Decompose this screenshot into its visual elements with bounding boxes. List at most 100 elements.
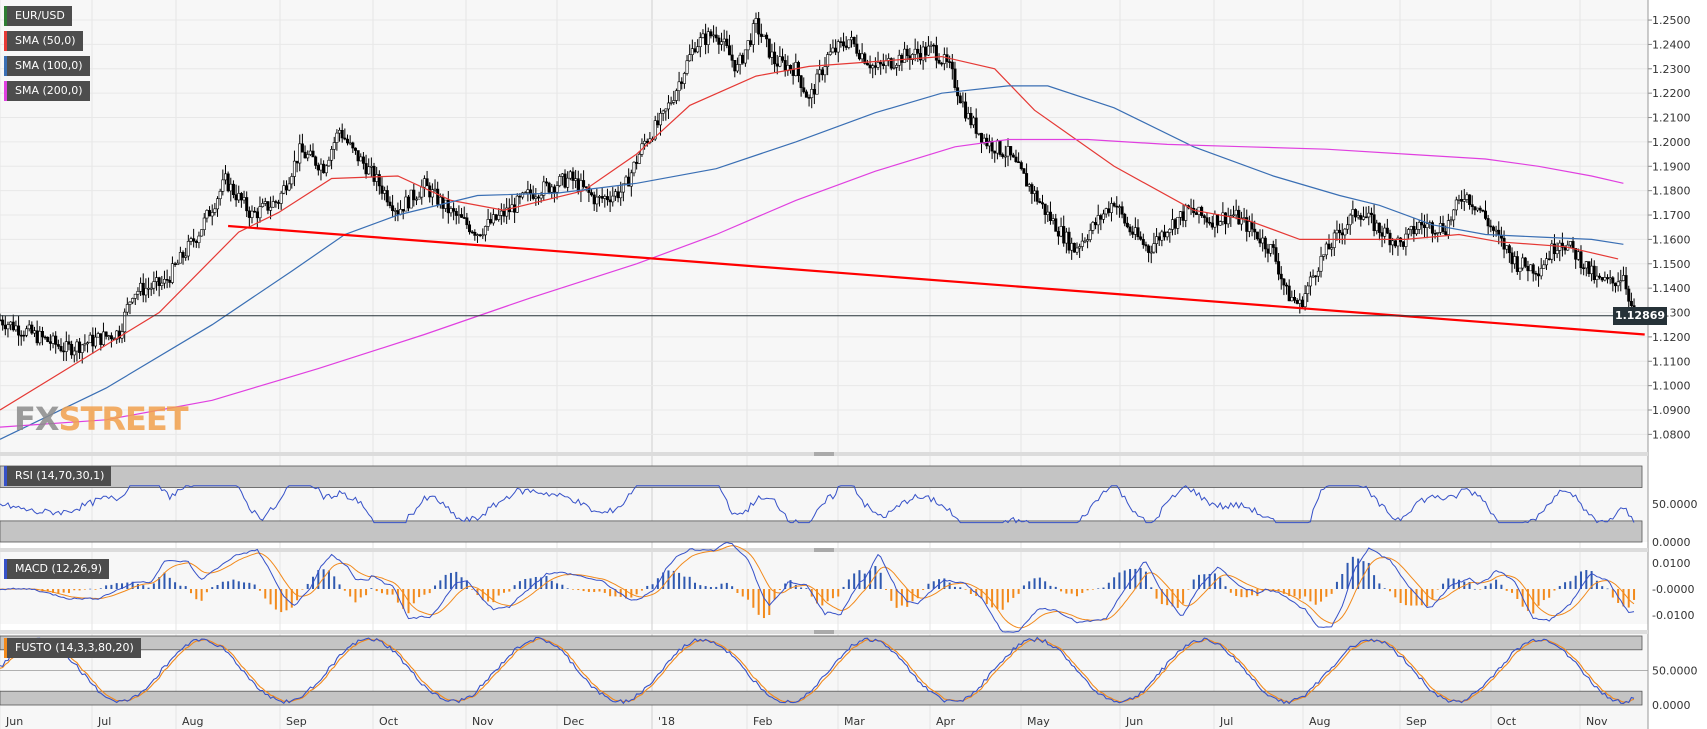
macd-histogram-bar [1134, 568, 1137, 589]
macd-histogram-bar [402, 589, 405, 609]
candle-body [812, 89, 816, 95]
candle-body [595, 196, 599, 205]
macd-histogram-bar [518, 581, 521, 589]
legend-sma200[interactable]: SMA (200,0) [4, 81, 90, 101]
candle-body [271, 201, 275, 208]
macd-histogram-bar [1601, 586, 1604, 589]
macd-histogram-bar [1065, 589, 1068, 594]
legend-symbol[interactable]: EUR/USD [4, 6, 72, 26]
candle-body [1123, 213, 1127, 224]
macd-histogram-bar [768, 589, 771, 616]
legend-sma50-swatch [4, 31, 7, 51]
macd-histogram-bar [1431, 589, 1434, 600]
rsi-pane-label[interactable]: RSI (14,70,30,1) [4, 466, 112, 486]
candle-body [107, 335, 111, 337]
candle-body [690, 48, 694, 55]
candle-body [1282, 278, 1286, 286]
candle-body [767, 38, 771, 58]
candle-body [735, 64, 739, 72]
macd-histogram-bar [1564, 582, 1567, 589]
macd-histogram-bar [349, 589, 352, 597]
rsi-line [0, 485, 1635, 524]
candle-body [433, 188, 437, 191]
candle-body [1324, 243, 1328, 256]
candle-body [1330, 247, 1334, 250]
candle-body [781, 56, 785, 61]
candle-body [934, 45, 938, 61]
macd-histogram-bar [1139, 568, 1142, 589]
candle-body [353, 147, 357, 151]
candle-body [1133, 227, 1137, 235]
candle-body [1165, 232, 1169, 238]
candle-body [1064, 231, 1068, 244]
macd-pane-label[interactable]: MACD (12,26,9) [4, 559, 110, 579]
x-tick-label: Oct [379, 715, 399, 728]
candle-body [831, 47, 835, 53]
macd-histogram-bar [423, 589, 426, 595]
candle-body [237, 193, 241, 201]
sma200-line [0, 138, 1624, 428]
candle-body [178, 252, 182, 264]
macd-histogram-bar [1553, 589, 1556, 591]
candle-body [404, 196, 408, 212]
candle-body [1017, 161, 1021, 164]
macd-histogram-bar [1113, 577, 1116, 589]
fusto-pane-label[interactable]: FUSTO (14,3,3,80,20) [4, 638, 141, 658]
macd-histogram-bar [1320, 589, 1323, 602]
candle-body [1303, 293, 1307, 308]
candle-body [1067, 231, 1071, 251]
candle-body [245, 197, 249, 212]
candle-body [46, 336, 50, 342]
macd-histogram-bar [1548, 589, 1551, 598]
macd-histogram-bar [1447, 578, 1450, 589]
macd-line [0, 541, 1635, 633]
candle-body [666, 102, 670, 110]
candle-body [1271, 244, 1275, 248]
candle-body [1128, 226, 1132, 233]
legend-sma100[interactable]: SMA (100,0) [4, 56, 90, 76]
macd-histogram-bar [794, 584, 797, 589]
candle-body [977, 132, 981, 135]
candle-body [78, 341, 82, 353]
candle-body [582, 180, 586, 187]
candle-body [1359, 215, 1363, 220]
macd-histogram-bar [614, 589, 617, 597]
candle-body [526, 189, 530, 193]
fxstreet-watermark: FXSTREET [14, 400, 189, 438]
candle-body [605, 196, 609, 201]
candle-body [1287, 285, 1291, 302]
candle-body [460, 214, 464, 218]
macd-histogram-bar [1044, 581, 1047, 589]
candle-body [19, 334, 23, 337]
candle-body [619, 191, 623, 199]
candle-body [791, 68, 795, 76]
macd-histogram-bar [1038, 577, 1041, 589]
candle-body [101, 331, 105, 345]
macd-histogram-bar [1282, 589, 1285, 594]
macd-histogram-bar [1001, 589, 1004, 610]
candle-body [1274, 247, 1278, 262]
macd-histogram-bar [1383, 588, 1386, 589]
candle-body [1518, 267, 1522, 272]
candle-body [1444, 231, 1448, 235]
candle-body [1247, 221, 1251, 232]
candle-body [298, 143, 302, 164]
candle-body [1521, 257, 1525, 269]
candle-body [1433, 233, 1437, 235]
macd-histogram-bar [1627, 589, 1630, 608]
candle-body [1351, 209, 1355, 216]
candle-body [155, 277, 159, 282]
macd-histogram-bar [78, 589, 81, 591]
candle-body [218, 190, 222, 200]
legend-sma50[interactable]: SMA (50,0) [4, 31, 83, 51]
candle-body [1205, 217, 1209, 223]
macd-histogram-bar [301, 589, 304, 590]
macd-histogram-bar [1229, 589, 1232, 593]
candle-body [391, 205, 395, 212]
candle-body [1094, 222, 1098, 226]
candle-body [712, 34, 716, 37]
candle-body [1014, 156, 1018, 163]
macd-histogram-bar [1070, 589, 1073, 594]
candle-body [1059, 226, 1063, 237]
